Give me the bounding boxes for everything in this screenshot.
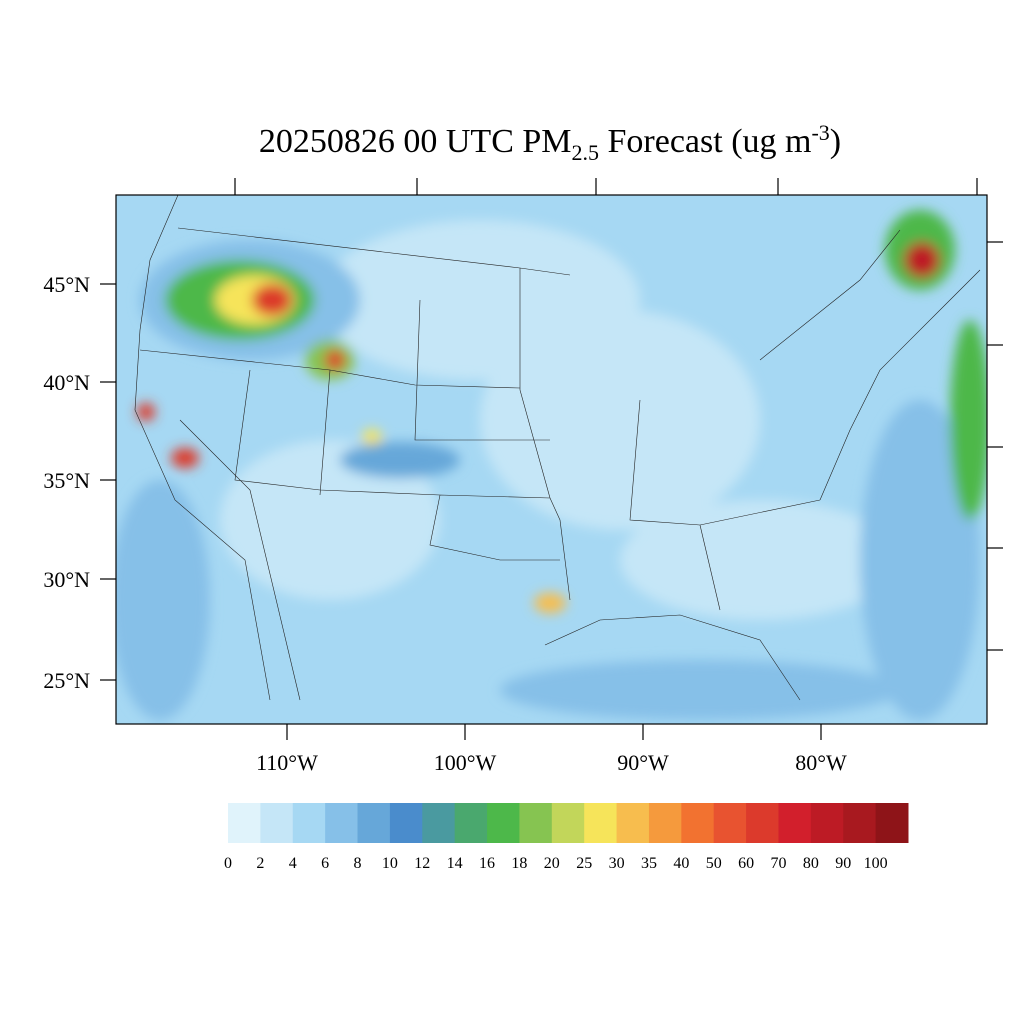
colorbar-label: 10 — [382, 855, 398, 872]
longitude-label: 80°W — [795, 750, 847, 775]
colorbar-box — [778, 803, 812, 843]
colorbar-box — [487, 803, 520, 843]
title: 20250826 00 UTC PM2.5 Forecast (ug m-3) — [259, 120, 841, 165]
colorbar-label: 100 — [864, 855, 888, 872]
colorbar-label: 18 — [511, 855, 527, 872]
map-frame — [115, 194, 988, 725]
colorbar-label: 6 — [321, 855, 329, 872]
title-end: ) — [830, 123, 841, 160]
colorbar-box — [325, 803, 359, 843]
colorbar-box — [713, 803, 747, 843]
colorbar-box — [875, 803, 909, 843]
latitude-label: 30°N — [43, 567, 90, 592]
frame-ticks — [100, 178, 1003, 740]
colorbar-label: 30 — [609, 855, 625, 872]
colorbar-label: 0 — [224, 855, 232, 872]
colorbar-label: 25 — [576, 855, 592, 872]
colorbar-label: 50 — [706, 855, 722, 872]
colorbar-box — [551, 803, 585, 843]
colorbar-label: 4 — [289, 855, 297, 872]
title-main: 20250826 00 UTC PM — [259, 123, 572, 160]
latitude-label: 45°N — [43, 272, 90, 297]
title-sub: 2.5 — [572, 140, 600, 165]
latitude-label: 25°N — [43, 668, 90, 693]
colorbar-label: 40 — [673, 855, 689, 872]
colorbar-label: 35 — [641, 855, 657, 872]
colorbar-box — [260, 803, 294, 843]
colorbar-box — [519, 803, 553, 843]
colorbar-box — [357, 803, 391, 843]
colorbar-label: 60 — [738, 855, 754, 872]
map-field — [116, 195, 987, 724]
colorbar-box — [454, 803, 488, 843]
colorbar-label: 14 — [447, 855, 463, 872]
longitude-label: 100°W — [434, 750, 497, 775]
colorbar-label: 12 — [414, 855, 430, 872]
title-sup: -3 — [811, 120, 829, 145]
colorbar-box — [843, 803, 877, 843]
colorbar-box — [810, 803, 844, 843]
longitude-label: 90°W — [617, 750, 669, 775]
colorbar-box — [648, 803, 682, 843]
colorbar-box — [584, 803, 618, 843]
concentration-shading — [116, 210, 987, 720]
colorbar-box — [389, 803, 423, 843]
colorbar-label: 90 — [835, 855, 851, 872]
colorbar-label: 16 — [479, 855, 495, 872]
title-mid: Forecast (ug m — [599, 123, 811, 160]
colorbar-box — [746, 803, 779, 843]
colorbar-box — [681, 803, 715, 843]
colorbar-label: 70 — [770, 855, 786, 872]
state-borders — [134, 195, 981, 701]
colorbar-box — [422, 803, 456, 843]
colorbar-box — [616, 803, 650, 843]
longitude-label: 110°W — [256, 750, 318, 775]
latitude-label: 40°N — [43, 370, 90, 395]
colorbar-box — [292, 803, 326, 843]
colorbar-label: 8 — [354, 855, 362, 872]
colorbar-box — [228, 803, 261, 843]
latitude-label: 35°N — [43, 468, 90, 493]
colorbar-label: 80 — [803, 855, 819, 872]
colorbar-label: 2 — [256, 855, 264, 872]
colorbar-label: 20 — [544, 855, 560, 872]
